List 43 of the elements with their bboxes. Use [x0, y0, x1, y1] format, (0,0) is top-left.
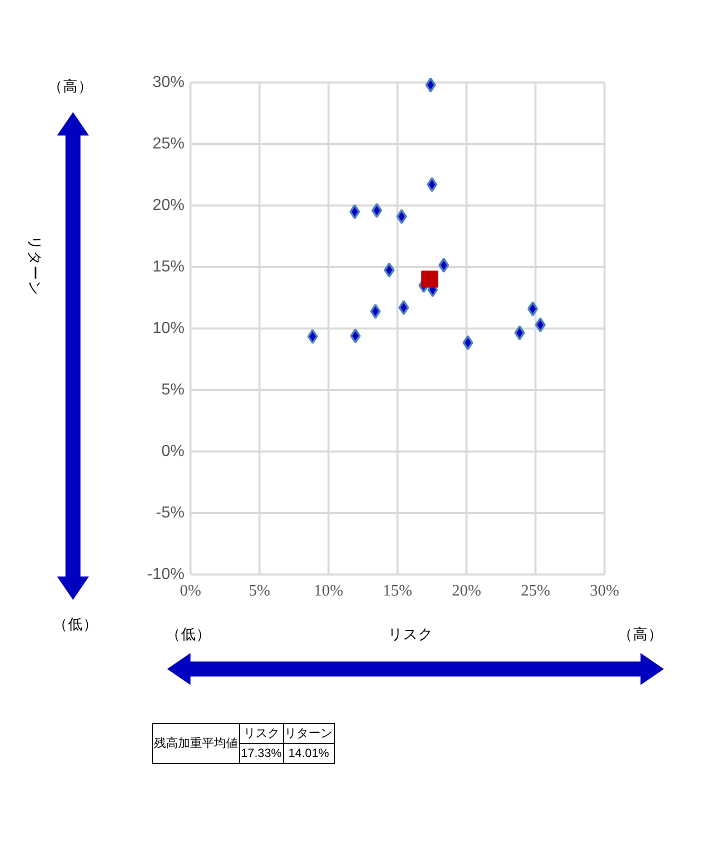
- point: [371, 202, 382, 218]
- text: 17.33%: [240, 744, 284, 764]
- point: [396, 209, 407, 224]
- point: [370, 304, 381, 319]
- text: （高）: [618, 626, 663, 643]
- point: [462, 335, 474, 350]
- y-tick-label: 15%: [152, 258, 185, 276]
- text: リターン: [283, 724, 334, 744]
- y-tick-label: -10%: [147, 566, 185, 583]
- x-tick-label: 0%: [180, 582, 202, 600]
- text: （低）: [53, 616, 98, 633]
- text: （低）: [166, 626, 211, 643]
- point: [534, 317, 546, 332]
- point: [438, 258, 450, 273]
- y-tick-label: 20%: [152, 197, 185, 214]
- x-tick-label: 20%: [452, 582, 482, 600]
- point: [426, 177, 438, 192]
- point: [384, 262, 395, 278]
- x-axis-title: リスク: [388, 626, 433, 643]
- point: [514, 325, 525, 340]
- point: [527, 301, 538, 316]
- x-tick-label: 25%: [520, 582, 550, 600]
- point: [349, 204, 360, 220]
- y-tick-label: 30%: [152, 74, 185, 91]
- text: リスク: [240, 724, 284, 744]
- text: 残高加重平均値: [152, 724, 240, 764]
- point: [307, 328, 318, 344]
- text: （高）: [48, 78, 93, 95]
- x-tick-label: 10%: [314, 582, 344, 600]
- y-tick-label: -5%: [156, 504, 184, 522]
- y-tick-label: 5%: [161, 382, 184, 398]
- y-tick-label: 10%: [152, 320, 185, 337]
- point: [421, 270, 438, 288]
- x-tick-label: 15%: [382, 582, 412, 600]
- point: [350, 328, 361, 344]
- point: [398, 300, 410, 316]
- x-tick-label: 30%: [590, 582, 620, 600]
- point: [425, 77, 436, 92]
- text: 14.01%: [283, 744, 334, 764]
- y-tick-label: 25%: [152, 136, 185, 152]
- y-tick-label: 0%: [161, 443, 184, 460]
- text: リターン: [26, 236, 43, 296]
- x-tick-label: 5%: [248, 582, 270, 600]
